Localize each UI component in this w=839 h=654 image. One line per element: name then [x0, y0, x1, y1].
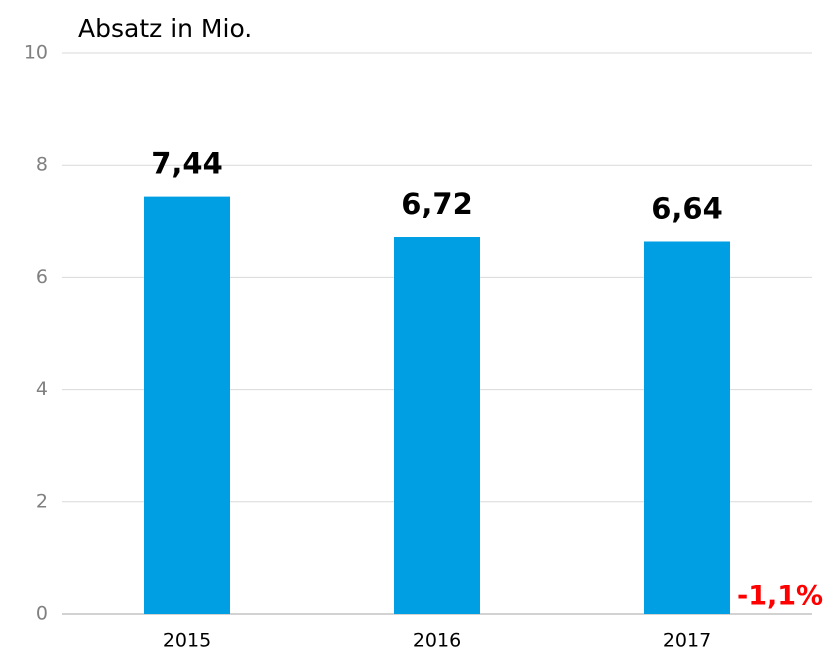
x-tick-label: 2016: [413, 630, 461, 652]
y-tick-label: 6: [36, 266, 48, 288]
x-tick-label: 2015: [163, 630, 211, 652]
y-tick-label: 8: [36, 154, 48, 176]
y-tick-label: 10: [24, 42, 48, 64]
value-label: 6,64: [651, 191, 723, 225]
bar: [644, 241, 730, 614]
y-tick-label: 0: [36, 603, 48, 625]
annotation: -1,1%: [737, 581, 823, 612]
y-tick-label: 2: [36, 490, 48, 512]
bar: [144, 196, 230, 614]
value-label: 7,44: [151, 147, 223, 181]
bar: [394, 237, 480, 614]
x-tick-label: 2017: [663, 630, 711, 652]
value-label: 6,72: [401, 187, 473, 221]
y-tick-label: 4: [36, 378, 48, 400]
chart-title: Absatz in Mio.: [78, 14, 252, 43]
